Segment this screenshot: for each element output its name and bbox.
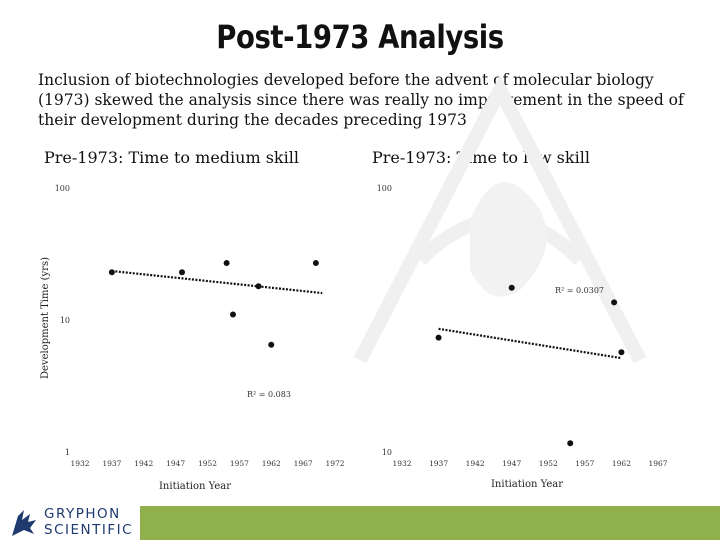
x-tick-label: 1932	[70, 459, 89, 468]
gryphon-icon	[12, 510, 36, 536]
trendline	[111, 269, 323, 295]
data-point	[435, 334, 442, 341]
x-tick-label: 1947	[502, 459, 521, 468]
slide-title: Post-1973 Analysis	[216, 18, 504, 56]
x-tick-label: 1967	[648, 459, 667, 468]
y-tick-label: 1	[65, 448, 70, 457]
x-tick-label: 1962	[612, 459, 631, 468]
x-axis-label: Initiation Year	[491, 479, 563, 490]
x-tick-label: 1957	[230, 459, 249, 468]
data-point	[179, 269, 185, 276]
footer-bar	[140, 506, 720, 540]
x-tick-label: 1942	[134, 459, 153, 468]
logo-line2: SCIENTIFIC	[44, 522, 134, 538]
data-point	[567, 440, 574, 447]
data-point	[508, 284, 515, 291]
x-axis-label: Initiation Year	[159, 481, 231, 492]
x-tick-label: 1952	[539, 459, 558, 468]
r-squared-label: R² = 0.083	[247, 390, 291, 399]
gryphon-logo: GRYPHON SCIENTIFIC	[8, 506, 138, 540]
x-tick-label: 1937	[102, 459, 121, 468]
x-tick-label: 1952	[198, 459, 217, 468]
data-point	[618, 349, 625, 356]
data-point	[255, 283, 262, 290]
data-point	[230, 311, 236, 318]
x-tick-label: 1932	[392, 459, 411, 468]
x-tick-label: 1942	[466, 459, 485, 468]
y-axis-label: Development Time (yrs)	[40, 257, 51, 379]
data-point	[108, 269, 115, 276]
x-tick-label: 1947	[166, 459, 185, 468]
x-tick-label: 1972	[325, 459, 344, 468]
trendline	[438, 327, 622, 360]
data-point	[312, 260, 319, 267]
data-point	[268, 341, 275, 348]
gryphon-watermark-icon	[353, 74, 647, 364]
logo-line1: GRYPHON	[44, 506, 121, 522]
r-squared-label: R² = 0.0307	[555, 286, 604, 295]
y-tick-label: 10	[60, 316, 70, 325]
data-point	[223, 260, 230, 267]
x-tick-label: 1957	[575, 459, 594, 468]
y-tick-label: 100	[55, 184, 70, 193]
data-point	[611, 299, 618, 306]
y-tick-label: 10	[382, 448, 392, 457]
chart-title-medium-skill: Pre-1973: Time to medium skill	[44, 148, 299, 167]
y-tick-label: 100	[377, 184, 392, 193]
x-tick-label: 1937	[429, 459, 448, 468]
x-tick-label: 1962	[262, 459, 281, 468]
x-tick-label: 1967	[294, 459, 313, 468]
